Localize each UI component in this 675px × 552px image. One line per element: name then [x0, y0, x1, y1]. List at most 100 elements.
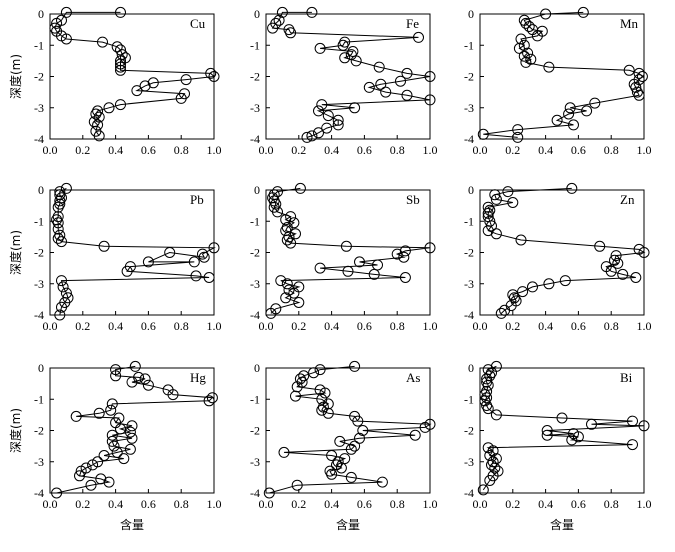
data-point	[54, 186, 66, 198]
data-point	[285, 27, 297, 39]
y-axis-title: 深度(m)	[8, 408, 23, 453]
x-tick-label: 0.2	[75, 143, 90, 157]
data-point	[489, 189, 501, 201]
data-point	[490, 228, 502, 240]
x-tick-label: 0.2	[505, 319, 520, 333]
data-point	[345, 443, 357, 455]
x-tick-label: 0.0	[259, 319, 274, 333]
data-point	[409, 429, 421, 441]
data-point	[147, 77, 159, 89]
y-tick-label: -2	[250, 70, 260, 84]
data-point	[368, 268, 380, 280]
data-point	[540, 8, 552, 20]
data-point	[121, 265, 133, 277]
data-point	[357, 425, 369, 436]
panel-element-label: Zn	[620, 192, 635, 207]
data-point	[398, 251, 410, 263]
data-point	[326, 468, 338, 480]
data-point	[638, 247, 650, 258]
x-tick-label: 0.0	[259, 143, 274, 157]
data-point	[513, 42, 525, 54]
data-point	[531, 30, 543, 42]
x-tick-label: 0.8	[604, 143, 619, 157]
y-tick-label: -1	[464, 392, 474, 406]
data-point	[335, 462, 347, 474]
data-point	[276, 6, 288, 18]
data-point	[332, 119, 344, 131]
data-point	[60, 6, 72, 18]
data-point	[413, 31, 424, 43]
data-point	[263, 487, 275, 499]
data-point	[60, 182, 72, 194]
data-point	[110, 370, 122, 382]
data-point	[523, 21, 535, 32]
data-point	[520, 17, 532, 29]
data-point	[126, 432, 138, 444]
data-point	[110, 364, 122, 376]
data-point	[316, 404, 328, 416]
data-point	[273, 14, 285, 26]
data-point	[106, 429, 118, 441]
data-point	[541, 429, 553, 441]
y-tick-label: -4	[250, 132, 260, 146]
x-axis-title: 含量	[120, 517, 144, 532]
x-axis-title: 含量	[336, 517, 360, 532]
panel-bi: 0.0 0.2 0.4 0.6 0.8 1.0 0 -1 -2 -3 -4 Bi 含量	[464, 360, 652, 532]
data-point	[502, 186, 514, 198]
data-point	[342, 265, 354, 277]
data-point	[572, 431, 584, 443]
data-point	[322, 407, 334, 419]
x-tick-label: 0.2	[291, 497, 306, 511]
data-point	[281, 234, 293, 246]
x-tick-label: 0.8	[174, 319, 189, 333]
data-point	[92, 119, 104, 131]
data-point	[175, 92, 187, 104]
y-tick-label: 0	[254, 183, 260, 197]
panel-zn: 0.0 0.2 0.4 0.6 0.8 1.0 0 -1 -2 -3 -4 Zn	[464, 182, 652, 333]
y-tick-label: -1	[464, 214, 474, 228]
series-line	[269, 365, 432, 494]
y-tick-label: -1	[464, 38, 474, 52]
data-point	[74, 470, 85, 482]
y-tick-label: -3	[250, 101, 260, 115]
data-point	[321, 122, 333, 134]
y-axis-title: 深度(m)	[8, 230, 23, 275]
x-tick-label: 0.6	[571, 497, 586, 511]
data-point	[424, 242, 436, 254]
data-point	[633, 67, 645, 79]
y-tick-label: -3	[34, 277, 44, 291]
x-tick-label: 0.2	[291, 143, 306, 157]
y-tick-label: -2	[34, 246, 44, 260]
data-point	[399, 272, 411, 283]
x-tick-label: 0.0	[473, 143, 488, 157]
x-tick-label: 0.0	[473, 319, 488, 333]
data-point	[363, 81, 375, 93]
plot-frame	[479, 367, 645, 494]
y-tick-label: -1	[250, 38, 260, 52]
y-axis-title: 深度(m)	[8, 54, 23, 99]
data-point	[424, 71, 436, 82]
data-point	[280, 292, 292, 304]
y-tick-label: -3	[34, 455, 44, 469]
x-tick-label: 0.6	[571, 143, 586, 157]
x-tick-label: 0.8	[604, 319, 619, 333]
x-tick-label: 0.2	[505, 143, 520, 157]
data-point	[319, 387, 331, 399]
data-point	[115, 58, 126, 70]
data-point	[126, 376, 138, 388]
data-point	[294, 182, 306, 194]
y-tick-label: -3	[464, 277, 474, 291]
panel-element-label: Cu	[190, 16, 206, 31]
data-point	[313, 127, 324, 139]
x-tick-label: 1.0	[637, 319, 652, 333]
data-point	[93, 130, 105, 142]
data-point	[306, 6, 318, 18]
y-tick-label: -4	[34, 486, 44, 500]
y-tick-label: -2	[250, 246, 260, 260]
data-point	[518, 50, 530, 62]
data-point	[349, 440, 361, 452]
data-point	[609, 254, 620, 266]
y-tick-label: 0	[468, 183, 474, 197]
panel-pb: 0.0 0.2 0.4 0.6 0.8 1.0 0 -1 -2 -3 -4 Pb 深度(m)	[8, 182, 222, 333]
data-point	[605, 265, 617, 277]
